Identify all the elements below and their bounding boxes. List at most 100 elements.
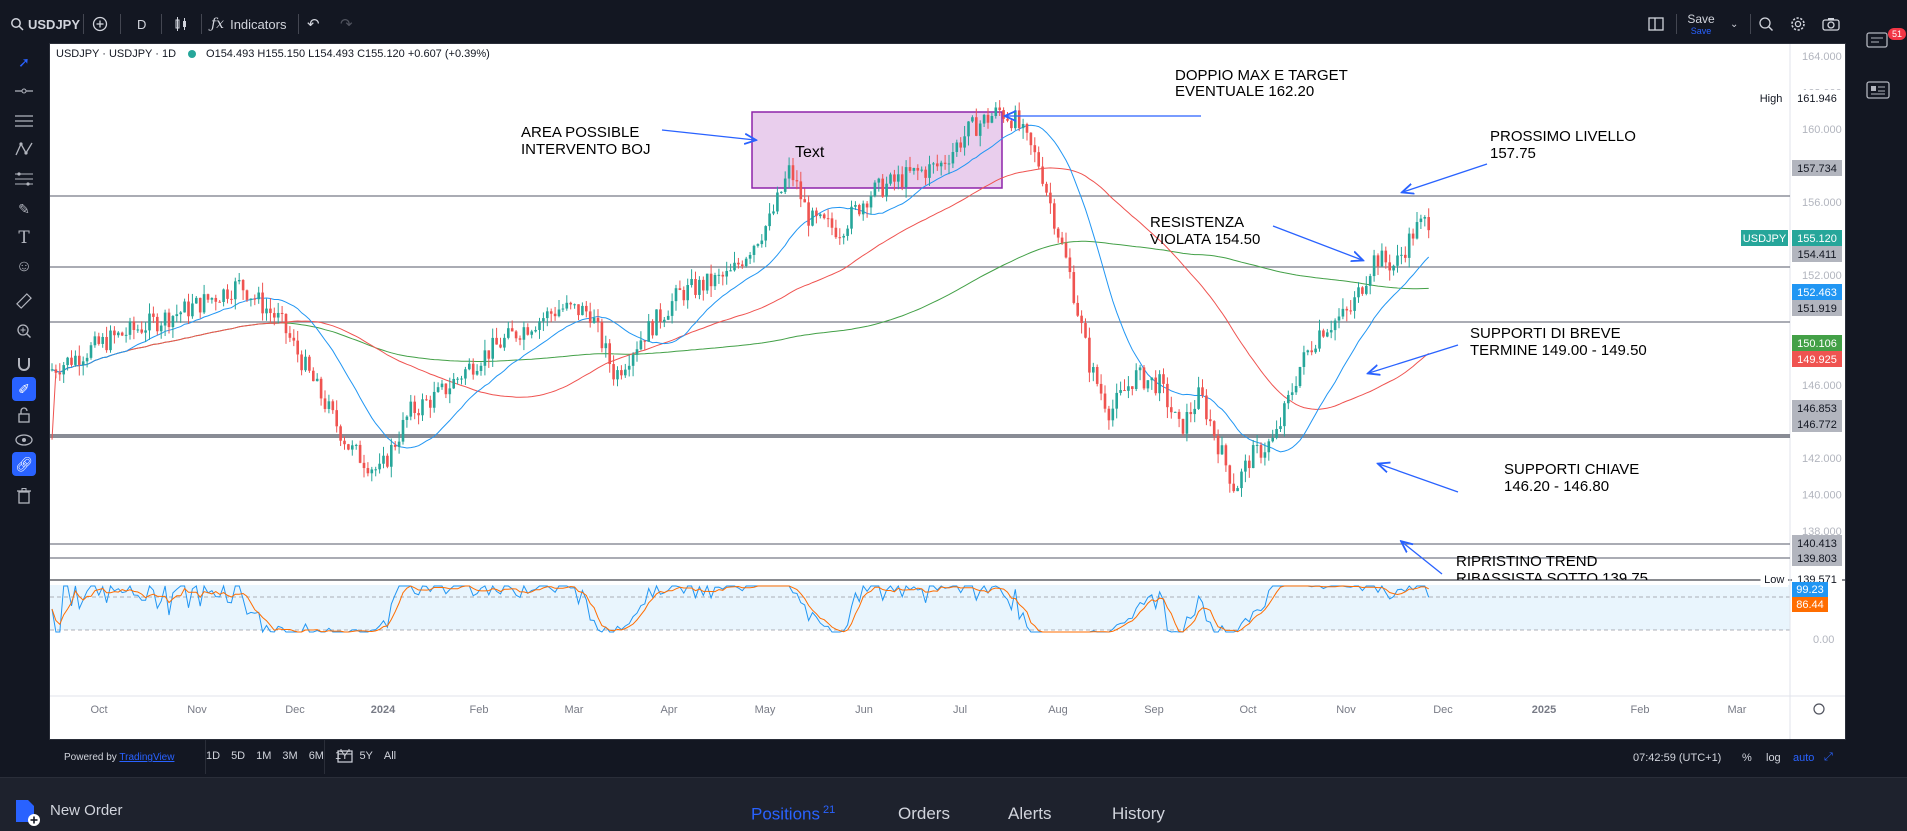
candle-body <box>50 369 54 371</box>
candle-body <box>397 441 401 447</box>
candle-body <box>924 169 927 178</box>
candle-body <box>826 218 830 220</box>
candle-body <box>530 331 533 335</box>
camera-icon <box>1822 18 1840 31</box>
symbol-search[interactable]: USDJPY <box>10 11 80 37</box>
chart-type-button[interactable] <box>173 11 189 37</box>
plus-circle-icon <box>92 16 108 32</box>
chart-area[interactable]: Text AREA POSSIBLE INTERVENTO BOJ DOPPIO… <box>49 43 1846 740</box>
range-1m[interactable]: 1M <box>256 750 272 762</box>
news-button[interactable] <box>1866 80 1890 105</box>
ann-boj-2: INTERVENTO BOJ <box>521 141 650 158</box>
candle-body <box>1388 262 1391 271</box>
osc-badge <box>1792 582 1828 597</box>
trendline-tool[interactable] <box>12 79 36 103</box>
price-badge-value: 146.772 <box>1797 419 1837 431</box>
ann-ripristino-1: RIPRISTINO TREND <box>1456 553 1598 570</box>
range-5d[interactable]: 5D <box>231 750 246 762</box>
interval-button[interactable]: D <box>137 11 146 37</box>
market-status-dot <box>188 50 197 58</box>
ruler-tool[interactable] <box>12 289 36 313</box>
lock-drawings-tool[interactable] <box>12 403 36 427</box>
candle-body <box>577 304 580 316</box>
candle-body <box>475 370 479 375</box>
axis-settings-icon[interactable] <box>1813 703 1825 715</box>
price-badge-value: 161.946 <box>1797 93 1837 105</box>
new-order-button[interactable]: New Order <box>14 798 123 826</box>
candle-body <box>1411 233 1415 239</box>
lines-tool[interactable] <box>12 109 36 133</box>
candle-body <box>783 178 787 192</box>
range-6m[interactable]: 6M <box>308 750 324 762</box>
tab-history[interactable]: History <box>1112 804 1165 824</box>
candle-body <box>128 321 132 335</box>
layout-button[interactable] <box>1648 11 1664 37</box>
candle-body <box>1072 272 1076 303</box>
sync-drawings-tool[interactable]: 🔗︎ <box>12 452 36 476</box>
quick-search-button[interactable] <box>1758 11 1774 37</box>
price-badge-value: 157.734 <box>1797 163 1837 175</box>
candle-body <box>659 309 662 322</box>
hide-drawings-tool[interactable] <box>12 428 36 452</box>
candle-body <box>951 152 955 164</box>
settings-button[interactable] <box>1790 11 1806 37</box>
time-axis[interactable]: Oct Nov Dec 2024 Feb Mar Apr May Jun Jul Aug Sep Oct… <box>90 704 1746 716</box>
candle-body <box>378 463 381 470</box>
candle-body <box>819 214 822 217</box>
log-toggle[interactable]: log <box>1766 752 1781 764</box>
candle-body <box>764 226 767 241</box>
candle-body <box>608 343 611 365</box>
candle-body <box>1236 488 1239 492</box>
emoji-tool[interactable]: ☺ <box>12 255 36 279</box>
tab-orders[interactable]: Orders <box>898 804 950 824</box>
percent-toggle[interactable]: % <box>1742 752 1752 764</box>
text-tool[interactable]: T <box>12 226 36 250</box>
candle-body <box>304 356 307 371</box>
magnet-tool[interactable] <box>12 352 36 376</box>
snapshot-button[interactable] <box>1822 11 1840 37</box>
price-badge-label: USDJPY <box>1743 233 1787 245</box>
tab-positions-label: Positions <box>751 804 820 824</box>
indicators-button[interactable]: ƒx Indicators <box>211 11 286 37</box>
undo-button[interactable]: ↶ <box>307 11 320 37</box>
compare-button[interactable] <box>92 11 108 37</box>
candle-body <box>885 183 888 197</box>
auto-scale-icon[interactable]: ⤢ <box>1824 751 1833 763</box>
candle-body <box>569 302 572 305</box>
range-5y[interactable]: 5Y <box>359 750 373 762</box>
redo-button[interactable]: ↷ <box>340 11 353 37</box>
pattern-tool[interactable] <box>12 137 36 161</box>
price-tick: 140.000 <box>1802 489 1842 501</box>
time-tick: Oct <box>90 704 107 716</box>
goto-date-button[interactable] <box>337 749 353 768</box>
range-3m[interactable]: 3M <box>282 750 298 762</box>
time-tick: Jul <box>953 704 967 716</box>
tab-alerts[interactable]: Alerts <box>1008 804 1051 824</box>
forecast-tool[interactable] <box>12 167 36 191</box>
candle-body <box>354 444 358 446</box>
clock[interactable]: 07:42:59 (UTC+1) <box>1633 752 1722 764</box>
candle-body <box>315 378 319 382</box>
range-all[interactable]: All <box>383 750 397 762</box>
forecast-icon <box>15 172 33 186</box>
tradingview-link[interactable]: TradingView <box>119 752 175 763</box>
tab-positions[interactable]: Positions 21 <box>751 804 835 825</box>
brush-tool[interactable]: ✎ <box>12 197 36 221</box>
candle-body <box>308 356 311 371</box>
auto-toggle[interactable]: auto <box>1793 752 1815 764</box>
notifications-button[interactable]: 51 <box>1866 28 1907 55</box>
save-sublabel: Save <box>1690 26 1712 36</box>
stay-in-drawing-tool[interactable]: ✐ <box>12 377 36 401</box>
candle-body <box>117 332 120 336</box>
cursor-tool[interactable]: ➚ <box>12 50 36 74</box>
range-1d[interactable]: 1D <box>206 750 221 762</box>
candle-body <box>861 203 865 215</box>
save-button[interactable]: Save Save <box>1686 12 1716 36</box>
zoom-in-tool[interactable] <box>12 319 36 343</box>
remove-drawings-tool[interactable] <box>12 484 36 508</box>
price-badge-label-bg <box>1741 230 1788 246</box>
chart-canvas[interactable]: Text AREA POSSIBLE INTERVENTO BOJ DOPPIO… <box>50 44 1845 739</box>
horizontal-lines <box>50 195 1790 559</box>
candle-body <box>1220 445 1224 455</box>
save-menu-chevron[interactable]: ⌄ <box>1730 11 1738 37</box>
